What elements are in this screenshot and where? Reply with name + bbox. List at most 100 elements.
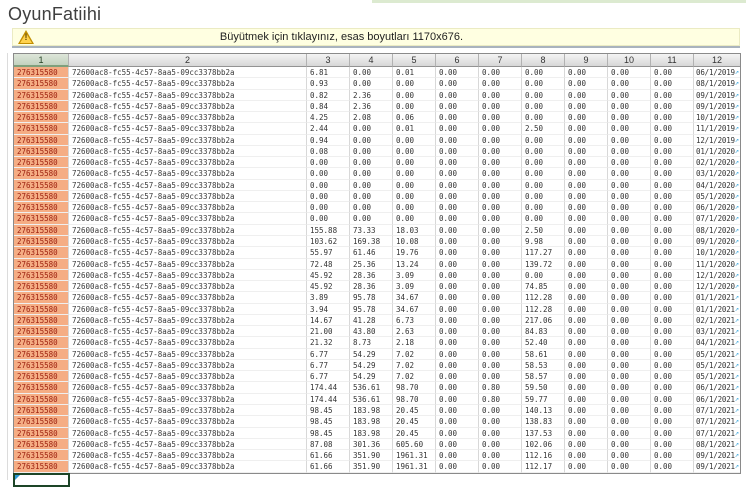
link-arrow-icon: ↗	[734, 304, 740, 313]
cell-value: 0.00	[608, 461, 651, 473]
cell-value: 0.00	[651, 258, 694, 270]
cell-id: 276315580	[14, 157, 69, 169]
cell-value: 0.00	[651, 67, 694, 79]
cell-guid: 72600ac8-fc55-4c57-8aa5-09cc3378bb2a	[69, 89, 307, 101]
date-value: 10/1/2020	[696, 248, 735, 258]
cell-value: 0.00	[436, 202, 479, 214]
link-arrow-icon: ↗	[734, 293, 740, 302]
cell-value: 21.00	[307, 326, 350, 338]
cell-value: 0.00	[608, 67, 651, 79]
cell-value: 536.61	[350, 382, 393, 394]
cell-value: 0.00	[651, 427, 694, 439]
cell-value: 0.00	[565, 89, 608, 101]
column-header-10: 10	[608, 54, 651, 67]
link-arrow-icon: ↗	[734, 428, 740, 437]
cell-value: 0.00	[565, 427, 608, 439]
cell-guid: 72600ac8-fc55-4c57-8aa5-09cc3378bb2a	[69, 371, 307, 383]
cell-value: 2.36	[350, 89, 393, 101]
cell-value: 0.00	[608, 281, 651, 293]
cell-value: 0.00	[436, 134, 479, 146]
cell-value: 0.00	[522, 100, 565, 113]
cell-value: 0.00	[608, 134, 651, 146]
link-arrow-icon: ↗	[734, 79, 740, 88]
cell-date: 03/1/2020↗	[694, 168, 740, 180]
cell-value: 0.00	[608, 145, 651, 158]
cell-value: 61.66	[307, 450, 350, 462]
cell-value: 0.00	[436, 123, 479, 135]
cell-value: 98.45	[307, 416, 350, 428]
cell-value: 0.00	[651, 337, 694, 349]
cell-value: 174.44	[307, 382, 350, 394]
cell-id: 276315580	[14, 314, 69, 327]
cell-value: 2.44	[307, 123, 350, 135]
cell-date: 07/1/2021↗	[694, 405, 740, 417]
cell-value: 0.00	[479, 269, 522, 282]
cell-guid: 72600ac8-fc55-4c57-8aa5-09cc3378bb2a	[69, 78, 307, 90]
cell-date: 10/1/2019↗	[694, 112, 740, 124]
cell-value: 0.00	[608, 247, 651, 259]
date-value: 06/1/2020	[696, 203, 735, 213]
date-value: 07/1/2021	[696, 428, 735, 438]
cell-value: 0.00	[651, 202, 694, 214]
cell-value: 0.00	[522, 190, 565, 203]
cell-value: 0.00	[350, 123, 393, 135]
cell-value: 6.77	[307, 371, 350, 383]
cell-guid: 72600ac8-fc55-4c57-8aa5-09cc3378bb2a	[69, 438, 307, 451]
cell-value: 0.00	[651, 100, 694, 113]
cell-value: 0.00	[522, 269, 565, 282]
cell-value: 0.00	[565, 281, 608, 293]
date-value: 07/1/2020	[696, 214, 735, 224]
cell-id: 276315580	[14, 382, 69, 394]
cell-value: 0.00	[565, 112, 608, 124]
cell-value: 0.00	[436, 348, 479, 360]
cell-id: 276315580	[14, 337, 69, 349]
link-arrow-icon: ↗	[734, 338, 740, 347]
cell-id: 276315580	[14, 326, 69, 338]
date-value: 12/1/2019	[696, 135, 735, 145]
date-value: 01/1/2020	[696, 146, 735, 156]
date-value: 02/1/2020	[696, 158, 735, 168]
cell-date: 09/1/2019↗	[694, 101, 740, 113]
cell-id: 276315580	[14, 112, 69, 124]
cell-value: 0.00	[565, 337, 608, 349]
cell-value: 0.00	[522, 112, 565, 124]
cell-guid: 72600ac8-fc55-4c57-8aa5-09cc3378bb2a	[69, 190, 307, 203]
cell-value: 0.00	[651, 292, 694, 304]
link-arrow-icon: ↗	[734, 417, 740, 426]
cell-value: 2.50	[522, 123, 565, 135]
link-arrow-icon: ↗	[734, 236, 740, 245]
spreadsheet-thumbnail[interactable]: 1 2 3 4 5 6 7 8 9 10 11 12 276315580 72600ac8-fc55-4c…	[13, 53, 741, 474]
cell-value: 0.00	[651, 416, 694, 428]
cell-guid: 72600ac8-fc55-4c57-8aa5-09cc3378bb2a	[69, 382, 307, 394]
link-arrow-icon: ↗	[734, 113, 740, 122]
cell-value: 0.00	[393, 213, 436, 225]
cell-value: 0.00	[565, 202, 608, 214]
cell-value: 73.33	[350, 224, 393, 236]
date-value: 05/1/2021	[696, 360, 735, 370]
cell-value: 0.00	[522, 202, 565, 214]
column-header-9: 9	[565, 54, 608, 67]
cell-date: 07/1/2021↗	[694, 416, 740, 428]
link-arrow-icon: ↗	[734, 169, 740, 178]
cell-value: 0.00	[479, 450, 522, 462]
cell-value: 28.36	[350, 269, 393, 282]
cell-value: 112.17	[522, 461, 565, 473]
cell-value: 137.53	[522, 427, 565, 439]
cell-value: 0.00	[565, 157, 608, 169]
link-arrow-icon: ↗	[734, 248, 740, 257]
link-arrow-icon: ↗	[734, 101, 740, 110]
cell-value: 0.80	[479, 382, 522, 394]
cell-value: 58.53	[522, 359, 565, 372]
cell-value: 0.00	[651, 269, 694, 282]
cell-value: 54.29	[350, 359, 393, 372]
cell-value: 0.00	[565, 179, 608, 191]
cell-value: 0.00	[565, 235, 608, 248]
cell-value: 20.45	[393, 427, 436, 439]
cell-value: 21.32	[307, 337, 350, 349]
cell-guid: 72600ac8-fc55-4c57-8aa5-09cc3378bb2a	[69, 67, 307, 79]
cell-value: 0.00	[393, 202, 436, 214]
date-value: 05/1/2020	[696, 191, 735, 201]
enlarge-warning-banner[interactable]: ! Büyütmek için tıklayınız, esas boyutla…	[12, 28, 740, 46]
cell-value: 52.40	[522, 337, 565, 349]
cell-value: 18.03	[393, 224, 436, 236]
